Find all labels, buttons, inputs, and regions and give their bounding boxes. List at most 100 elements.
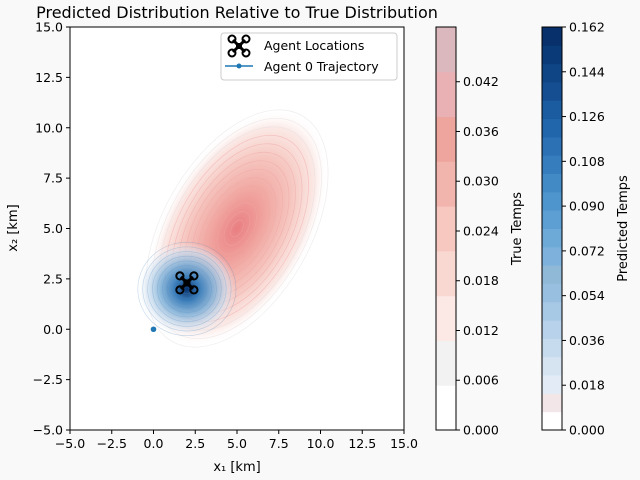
colorbar-level xyxy=(542,265,562,284)
agent-locations xyxy=(175,271,199,295)
colorbar-level xyxy=(542,375,562,394)
drone-icon xyxy=(175,271,199,295)
colorbar-level xyxy=(542,338,562,358)
colorbar-tick-label: 0.054 xyxy=(569,288,605,303)
y-tick-label: 2.5 xyxy=(43,271,63,286)
chart-title: Predicted Distribution Relative to True … xyxy=(36,3,438,22)
predicted-distribution-fill xyxy=(137,242,236,336)
colorbar-tick-label: 0.012 xyxy=(463,323,499,338)
legend-label-trajectory: Agent 0 Trajectory xyxy=(264,59,379,74)
x-axis-label: x₁ [km] xyxy=(213,460,260,475)
colorbar-tick-label: 0.090 xyxy=(569,199,605,214)
colorbar-level xyxy=(542,210,562,229)
colorbar-frame xyxy=(541,26,563,431)
colorbar-level xyxy=(436,385,456,431)
trajectory-point xyxy=(150,326,157,333)
colorbar-tick-label: 0.006 xyxy=(463,373,499,388)
colorbar-frame xyxy=(435,26,457,431)
colorbar-tick-label: 0.072 xyxy=(569,243,605,258)
colorbar-label: True Temps xyxy=(510,192,525,266)
colorbar-label: Predicted Temps xyxy=(616,175,631,282)
predicted-contour-line xyxy=(171,274,202,304)
x-tick-label: 0.0 xyxy=(144,436,164,451)
x-tick-label: 15.0 xyxy=(390,436,418,451)
colorbar-level xyxy=(436,250,456,297)
colorbar-level xyxy=(436,340,456,386)
colorbar-level xyxy=(542,100,562,120)
x-tick-label: 12.5 xyxy=(348,436,376,451)
x-tick-label: −5.0 xyxy=(55,436,85,451)
colorbar-level xyxy=(542,411,562,431)
colorbar-level xyxy=(542,356,562,376)
x-tick-label: 5.0 xyxy=(227,436,247,451)
predicted-contour-line xyxy=(142,246,232,332)
y-tick-label: −2.5 xyxy=(33,372,63,387)
colorbar-tick-label: 0.000 xyxy=(463,423,499,438)
colorbar-level xyxy=(542,173,562,193)
predicted-contour-line xyxy=(162,265,212,313)
colorbar-tick-label: 0.018 xyxy=(569,378,605,393)
predicted-contour-line xyxy=(166,269,207,308)
colorbar-level xyxy=(542,27,562,46)
colorbar-level xyxy=(542,118,562,138)
colorbar-level xyxy=(436,206,456,252)
colorbar-level xyxy=(542,283,562,303)
colorbar-tick-label: 0.042 xyxy=(463,74,499,89)
colorbar-level xyxy=(542,63,562,83)
colorbar-level xyxy=(542,393,562,413)
legend-label-agent-locations: Agent Locations xyxy=(264,38,364,53)
colorbar-level xyxy=(542,228,562,248)
x-tick-label: 10.0 xyxy=(307,436,335,451)
y-tick-label: 5.0 xyxy=(43,221,63,236)
colorbar-level xyxy=(436,295,456,341)
colorbar-predicted-temps: 0.000 0.018 0.036 0.054 0.072 0.090 0.108 0.126… xyxy=(541,20,631,438)
colorbar-level xyxy=(542,301,562,321)
colorbar-true-temps: 0.000 0.006 0.012 0.018 0.024 0.030 0.036 0.042… xyxy=(435,26,525,438)
legend-box xyxy=(220,32,398,81)
true-contour-line xyxy=(230,219,244,238)
colorbar-level xyxy=(436,161,456,207)
predicted-contour-line xyxy=(147,251,227,327)
colorbar-level xyxy=(542,45,562,65)
y-tick-label: 12.5 xyxy=(35,70,63,85)
colorbar-level xyxy=(436,27,456,73)
colorbar-tick-label: 0.108 xyxy=(569,154,605,169)
y-tick-label: 0.0 xyxy=(43,322,63,337)
colorbar-tick-label: 0.030 xyxy=(463,174,499,189)
agent-trajectory xyxy=(150,326,157,333)
colorbar-level xyxy=(542,320,562,339)
x-tick-label: 2.5 xyxy=(185,436,205,451)
colorbar-tick-label: 0.024 xyxy=(463,223,499,238)
colorbar-level xyxy=(542,136,562,156)
legend-drone-icon xyxy=(227,34,251,58)
true-contour-line xyxy=(217,202,257,255)
x-tick-label: −2.5 xyxy=(97,436,127,451)
legend-trajectory-marker xyxy=(225,63,253,69)
y-tick-label: −5.0 xyxy=(33,423,63,438)
colorbar-level xyxy=(542,155,562,175)
true-contour-line xyxy=(145,109,329,348)
colorbar-tick-label: 0.018 xyxy=(463,273,499,288)
colorbar-tick-label: 0.126 xyxy=(569,109,605,124)
colorbar-tick-label: 0.144 xyxy=(569,64,605,79)
predicted-distribution xyxy=(137,241,237,337)
y-tick-label: 15.0 xyxy=(35,20,63,35)
predicted-contour-line xyxy=(157,260,217,318)
true-contour-line xyxy=(223,211,251,246)
y-axis-label: x₂ [km] xyxy=(6,204,21,251)
colorbar-tick-label: 0.036 xyxy=(569,333,605,348)
colorbar-tick-label: 0.036 xyxy=(463,124,499,139)
colorbar-level xyxy=(436,71,456,118)
predicted-contour-line xyxy=(152,255,222,322)
y-axis-ticks: −5.0 −2.5 0.0 2.5 5.0 7.5 10.0 12.5 15.0 xyxy=(33,20,70,438)
colorbar-level xyxy=(542,246,562,266)
y-tick-label: 10.0 xyxy=(35,120,63,135)
x-tick-label: 7.5 xyxy=(269,436,289,451)
colorbar-tick-label: 0.000 xyxy=(569,423,605,438)
colorbar-level xyxy=(542,81,562,101)
predicted-contour-line xyxy=(137,241,237,337)
colorbar-level xyxy=(542,191,562,211)
colorbar-level xyxy=(436,116,456,162)
x-axis-ticks: −5.0 −2.5 0.0 2.5 5.0 7.5 10.0 12.5 15.0 xyxy=(55,430,418,451)
